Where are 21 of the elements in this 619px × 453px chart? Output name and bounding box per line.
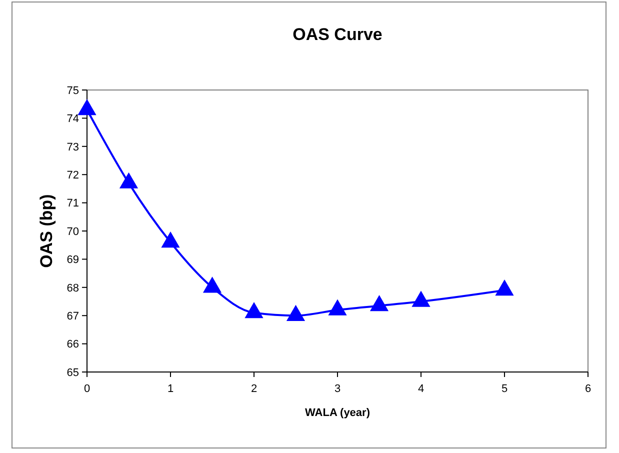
x-tick-label: 0 xyxy=(84,383,90,395)
y-tick-label: 75 xyxy=(66,84,79,97)
chart-title: OAS Curve xyxy=(292,25,382,44)
x-tick-label: 2 xyxy=(250,383,258,395)
x-tick-label: 1 xyxy=(167,383,174,395)
y-tick-label: 69 xyxy=(66,254,79,266)
y-tick-label: 74 xyxy=(66,113,79,126)
x-tick-label: 5 xyxy=(501,383,508,395)
x-tick-label: 4 xyxy=(418,383,424,395)
y-tick-label: 68 xyxy=(66,282,79,294)
y-tick-label: 66 xyxy=(66,338,79,351)
y-tick-label: 73 xyxy=(66,141,79,154)
y-axis-title: OAS (bp) xyxy=(37,194,56,268)
x-axis-title: WALA (year) xyxy=(305,407,370,419)
y-tick-label: 65 xyxy=(66,366,79,379)
x-tick-label: 6 xyxy=(584,383,592,395)
y-tick-label: 67 xyxy=(66,310,79,322)
y-tick-label: 70 xyxy=(66,226,79,238)
x-tick-label: 3 xyxy=(334,383,341,395)
y-tick-label: 72 xyxy=(66,169,79,182)
y-tick-label: 71 xyxy=(66,198,79,210)
